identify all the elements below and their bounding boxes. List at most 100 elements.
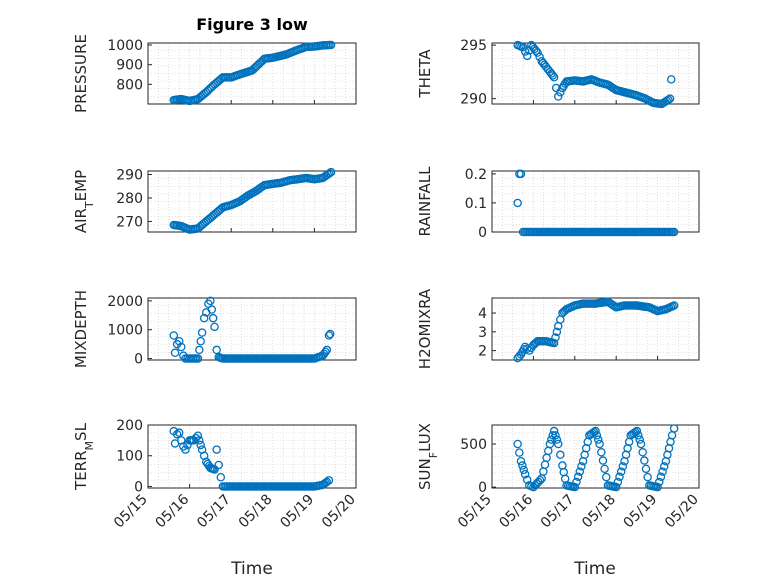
data-point xyxy=(669,301,679,310)
y-tick-label: 2000 xyxy=(107,294,143,310)
x-tick-label: 05/16 xyxy=(496,491,536,531)
data-point xyxy=(322,477,332,487)
data-point xyxy=(600,464,609,474)
data-point xyxy=(170,348,180,358)
data-point xyxy=(552,327,562,337)
data-point xyxy=(551,333,560,342)
data-point xyxy=(169,331,179,340)
data-point xyxy=(177,342,186,352)
x-tick-label: 05/18 xyxy=(579,492,619,532)
data-point xyxy=(549,338,559,348)
y-axis-label: TERRMSL xyxy=(72,422,96,491)
axes-box xyxy=(147,42,357,105)
x-tick-label: 05/17 xyxy=(194,492,234,532)
data-point xyxy=(513,439,522,449)
data-point xyxy=(595,439,604,449)
data-point xyxy=(326,40,336,50)
y-axis-label: PRESSURE xyxy=(72,34,90,113)
data-point xyxy=(636,439,646,449)
data-point xyxy=(664,95,673,104)
y-tick-label: 0 xyxy=(478,480,487,496)
y-tick-label: 0.1 xyxy=(465,196,487,212)
data-point xyxy=(658,467,667,476)
data-point xyxy=(324,331,334,340)
y-tick-label: 2 xyxy=(478,344,487,360)
x-tick-label: 05/16 xyxy=(153,491,193,531)
data-point xyxy=(533,48,542,57)
data-point xyxy=(174,428,184,437)
data-point xyxy=(196,440,205,450)
data-point xyxy=(208,313,218,323)
y-tick-label: 270 xyxy=(116,214,143,230)
x-tick-label: 05/17 xyxy=(538,492,578,532)
data-point xyxy=(193,431,203,441)
figure-title: Figure 3 low xyxy=(196,15,308,34)
x-tick-label: 05/18 xyxy=(236,492,276,532)
data-point xyxy=(575,467,585,476)
data-point xyxy=(591,426,600,436)
data-point xyxy=(542,453,551,463)
data-point xyxy=(634,431,643,440)
y-axis-label: H2OMIXRA xyxy=(416,288,434,369)
subplot-rainfall: 0 0.1 0.2 RAINFALL xyxy=(416,166,700,241)
data-point xyxy=(212,345,221,355)
data-point xyxy=(196,337,205,346)
data-point xyxy=(325,329,335,339)
data-point xyxy=(560,474,570,484)
data-point xyxy=(592,431,602,440)
data-point xyxy=(522,344,532,353)
data-point xyxy=(602,472,611,482)
subplot-sunflux: 0 500 05/15 05/16 05/17 05/18 05/19 05/20 SUNFLU… xyxy=(416,423,702,531)
data-point xyxy=(641,464,651,474)
data-point xyxy=(516,456,526,466)
data-point xyxy=(216,472,226,482)
data-point xyxy=(545,439,555,449)
data-point xyxy=(559,81,569,91)
data-point xyxy=(195,345,204,355)
data-point xyxy=(552,435,562,444)
x-axis-label-left: Time xyxy=(230,559,273,579)
data-point xyxy=(594,435,603,444)
axes-box xyxy=(491,297,700,361)
data-point xyxy=(174,337,184,346)
data-point xyxy=(577,462,586,471)
data-point xyxy=(214,460,223,470)
data-point xyxy=(516,169,526,179)
data-point xyxy=(172,429,182,439)
data-point xyxy=(669,227,679,237)
data-point xyxy=(653,482,662,492)
data-point xyxy=(572,477,581,487)
data-point xyxy=(513,198,522,208)
data-point xyxy=(212,445,221,454)
data-point xyxy=(539,467,548,476)
subplot-terrmsl: 0 100 200 05/15 05/16 05/17 05/18 05/19 05/20 TER… xyxy=(72,418,359,531)
data-point xyxy=(558,461,567,470)
x-tick-label: 05/15 xyxy=(111,492,151,532)
y-axis-label: SUNFLUX xyxy=(416,423,440,490)
y-tick-label: 800 xyxy=(116,77,143,93)
data-point xyxy=(615,472,624,482)
y-tick-label: 0 xyxy=(134,352,143,368)
y-tick-label: 200 xyxy=(116,418,143,434)
data-point xyxy=(655,477,664,487)
data-point xyxy=(324,476,334,485)
data-point xyxy=(207,305,217,314)
data-point xyxy=(659,462,669,471)
y-tick-label: 4 xyxy=(478,306,487,322)
data-point xyxy=(515,448,524,457)
data-point xyxy=(643,472,652,482)
y-tick-label: 0.2 xyxy=(465,167,487,183)
data-point xyxy=(570,482,580,492)
y-axis-label: THETA xyxy=(416,49,434,99)
data-point xyxy=(522,51,532,61)
data-point xyxy=(669,424,679,433)
data-point xyxy=(322,345,332,355)
data-point xyxy=(544,446,553,456)
y-tick-label: 500 xyxy=(460,437,487,453)
data-point xyxy=(540,460,550,469)
data-point xyxy=(535,475,545,485)
subplot-mixdepth: 0 1000 2000 MIXDEPTH xyxy=(72,290,357,368)
data-point xyxy=(556,450,565,460)
